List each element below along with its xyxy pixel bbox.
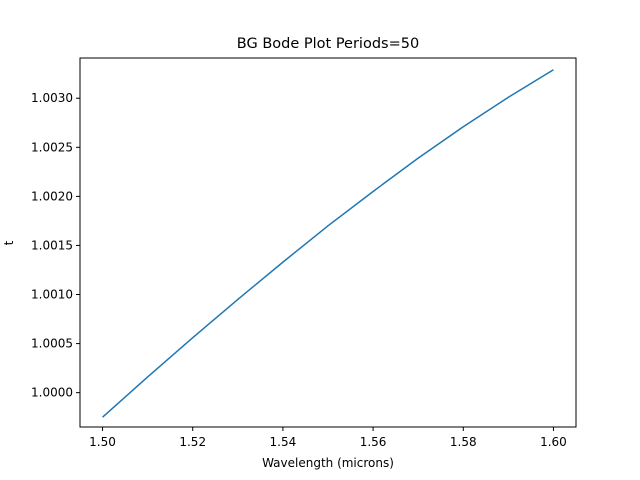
x-tick-label: 1.56 <box>360 435 387 449</box>
y-tick-label: 1.0010 <box>31 288 73 302</box>
y-axis-label: t <box>2 240 16 245</box>
series-line-0 <box>102 69 554 418</box>
x-tick-label: 1.58 <box>450 435 477 449</box>
y-tick-label: 1.0015 <box>31 238 73 252</box>
y-tick-label: 1.0025 <box>31 140 73 154</box>
x-tick-label: 1.54 <box>270 435 297 449</box>
y-tick-label: 1.0000 <box>31 386 73 400</box>
chart-title: BG Bode Plot Periods=50 <box>237 36 419 52</box>
y-tick-label: 1.0030 <box>31 91 73 105</box>
x-axis: 1.50 1.52 1.54 1.56 1.58 1.60 <box>89 427 567 449</box>
axes-frame <box>79 57 577 428</box>
x-axis-label: Wavelength (microns) <box>262 456 394 470</box>
y-tick-label: 1.0005 <box>31 337 73 351</box>
y-tick-label: 1.0020 <box>31 189 73 203</box>
y-axis: 1.0000 1.0005 1.0010 1.0015 1.0020 1.0025 1.00… <box>31 91 80 400</box>
x-tick-label: 1.60 <box>540 435 567 449</box>
plot-area <box>79 57 577 428</box>
x-tick-label: 1.50 <box>89 435 116 449</box>
x-tick-label: 1.52 <box>179 435 206 449</box>
